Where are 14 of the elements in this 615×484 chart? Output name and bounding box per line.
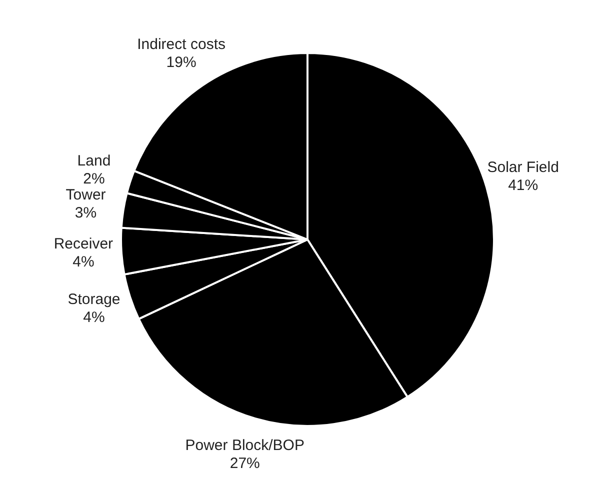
slice-label: Land: [77, 152, 111, 170]
slice-label: Indirect costs: [137, 36, 226, 53]
data-label: 2%: [83, 170, 105, 188]
slice-label: Power Block/BOP: [185, 437, 304, 454]
data-label: 4%: [83, 309, 105, 326]
data-label: 41%: [508, 177, 538, 194]
data-label: 4%: [72, 254, 94, 271]
slice-label: Receiver: [54, 236, 114, 253]
data-label: 19%: [166, 54, 196, 71]
slice-label: Storage: [68, 291, 120, 308]
data-label: 27%: [230, 455, 260, 472]
slice-label: Solar Field: [487, 159, 559, 176]
data-label: 3%: [74, 204, 97, 222]
slice-label: Tower: [66, 186, 106, 204]
